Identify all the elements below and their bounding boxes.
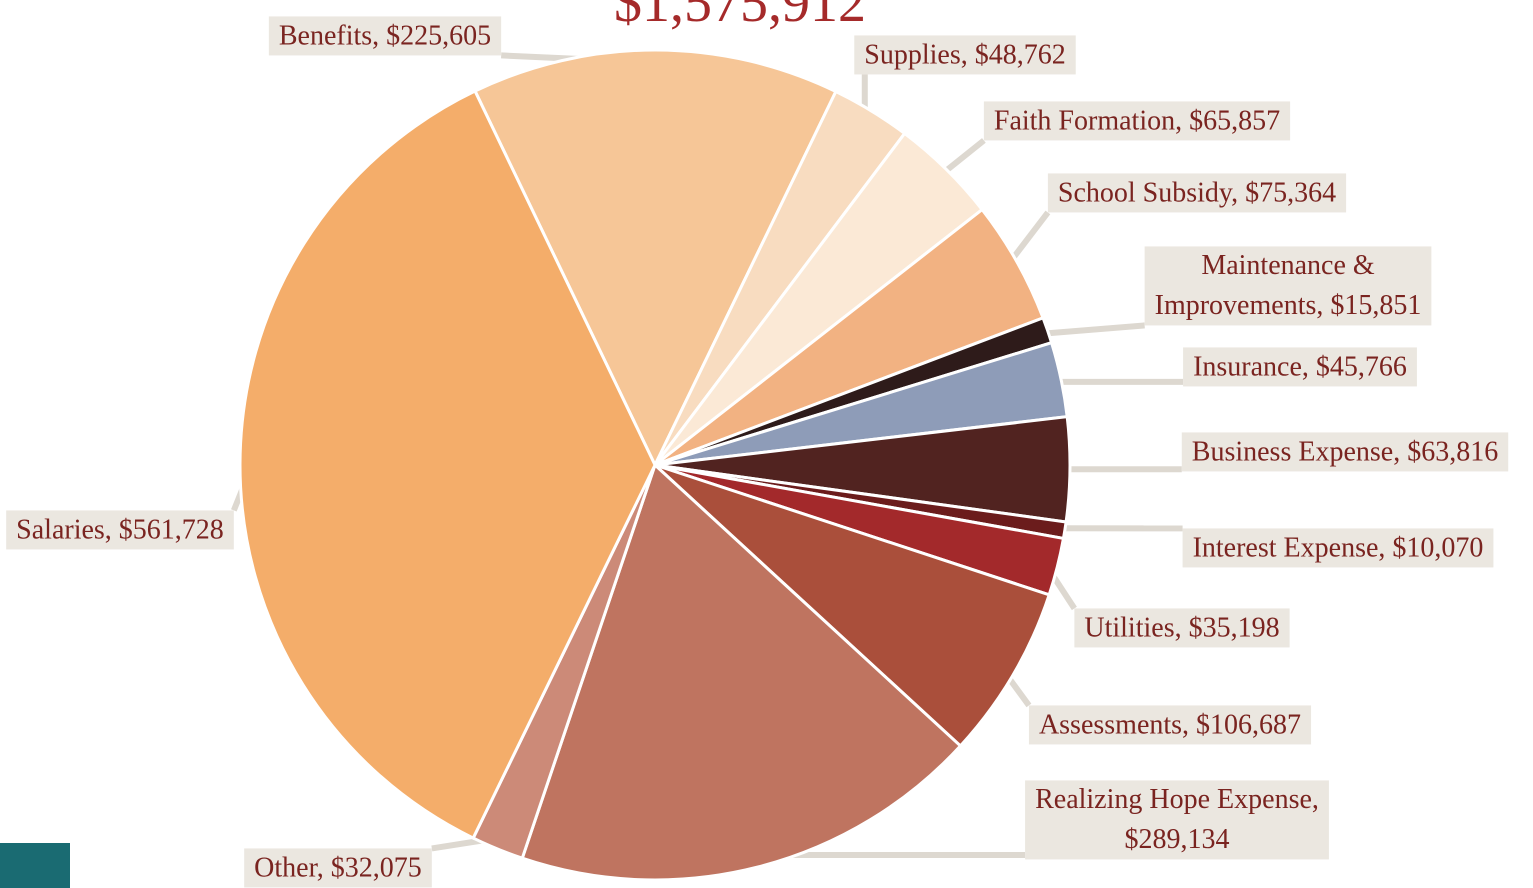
label-box — [1028, 705, 1312, 745]
label-box — [1047, 173, 1347, 213]
label-box — [268, 16, 502, 56]
labels: Benefits, $225,605 Supplies, $48,762 Faith… — [6, 16, 1509, 888]
data-label: Salaries, $561,728 — [16, 514, 224, 545]
label-box — [983, 101, 1291, 141]
label-box — [1182, 528, 1494, 568]
label-box — [1074, 608, 1290, 648]
data-label: Realizing Hope Expense, $289,134 — [1035, 784, 1319, 855]
pie-slice — [238, 89, 657, 841]
data-label: Faith Formation, $65,857 — [994, 105, 1280, 136]
data-label: Insurance, $45,766 — [1193, 351, 1407, 382]
data-label: Supplies, $48,762 — [864, 39, 1065, 70]
data-label: Other, $32,075 — [254, 852, 422, 883]
data-label: Benefits, $225,605 — [279, 20, 491, 51]
data-label: Assessments, $106,687 — [1039, 709, 1301, 740]
label-box — [244, 848, 432, 888]
pie-slice — [473, 48, 838, 469]
leader-line — [1035, 322, 1145, 338]
label-box — [6, 510, 234, 550]
label-box — [1144, 246, 1432, 326]
label-box — [1183, 347, 1417, 387]
data-label: Business Expense, $63,816 — [1192, 436, 1498, 467]
label-box — [1025, 780, 1329, 860]
chart-title: $1,575,912 — [614, 0, 866, 34]
corner-block — [0, 843, 70, 888]
data-label: Utilities, $35,198 — [1084, 612, 1279, 643]
label-box — [854, 35, 1076, 75]
pie-slice — [653, 463, 1052, 749]
label-box — [1181, 432, 1509, 472]
data-label: Interest Expense, $10,070 — [1193, 532, 1484, 563]
data-label: Maintenance & Improvements, $15,851 — [1155, 250, 1422, 321]
slices — [238, 48, 1072, 882]
data-label: School Subsidy, $75,364 — [1058, 177, 1336, 208]
pie-slice — [520, 462, 963, 882]
